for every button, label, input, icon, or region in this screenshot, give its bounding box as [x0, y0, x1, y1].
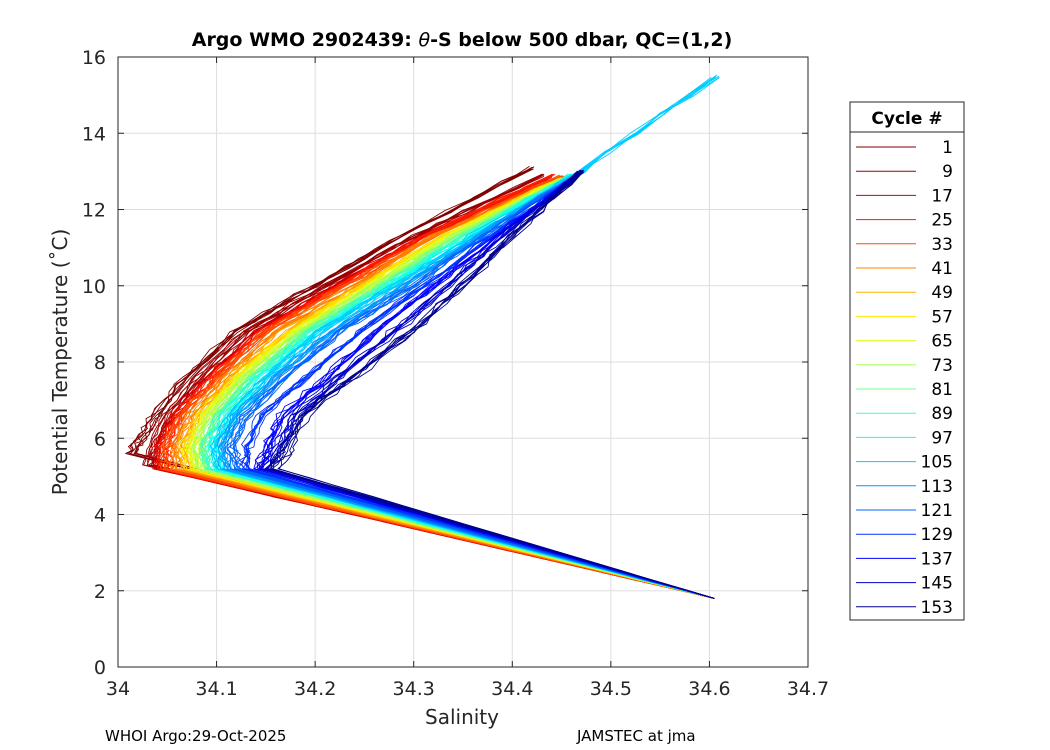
profile-line-cycle-113: [217, 171, 715, 599]
legend: Cycle # 1 9 17 25 33 41 49 57 65 73 81 89 97 105 113 12…: [849, 101, 965, 621]
profile-line-cycle-33: [163, 174, 715, 599]
legend-label: 73: [931, 356, 953, 376]
plot-frame: [117, 56, 809, 668]
profile-line-cycle-129: [245, 172, 715, 599]
legend-items: 1 9 17 25 33 41 49 57 65 73 81 89 97 105 113 121 129 137 1…: [856, 138, 953, 618]
y-tick-label: 4: [94, 505, 106, 527]
legend-label: 121: [921, 501, 953, 521]
legend-label: 25: [931, 211, 953, 231]
legend-label: 33: [931, 235, 953, 255]
legend-label: 129: [921, 525, 953, 545]
chart-title: Argo WMO 2902439: θ-S below 500 dbar, QC…: [192, 29, 733, 51]
y-tick-label: 6: [94, 428, 106, 450]
profile-line-cycle-73: [191, 178, 715, 599]
legend-label: 17: [931, 186, 953, 206]
footer-right: JAMSTEC at jma: [576, 727, 696, 745]
legend-label: 41: [931, 259, 953, 279]
legend-label: 9: [942, 162, 953, 182]
x-tick-label: 34.6: [688, 678, 730, 700]
legend-label: 97: [931, 428, 953, 448]
y-tick-label: 10: [82, 276, 106, 298]
legend-label: 65: [931, 332, 953, 352]
x-tick-labels: 34 34.1 34.2 34.3 34.4 34.5 34.6 34.7: [106, 678, 829, 700]
y-tick-label: 16: [82, 47, 106, 69]
x-axis-label: Salinity: [425, 705, 499, 729]
profile-line-cycle-121: [227, 171, 715, 599]
legend-label: 81: [931, 380, 953, 400]
legend-label: 49: [931, 283, 953, 303]
x-tick-label: 34.3: [393, 678, 435, 700]
legend-label: 57: [931, 307, 953, 327]
profile-line-cycle-129: [238, 169, 715, 599]
footer-left: WHOI Argo:29-Oct-2025: [105, 727, 286, 745]
legend-label: 137: [921, 549, 953, 569]
x-tick-label: 34: [106, 678, 130, 700]
profile-line-cycle-105: [212, 77, 715, 599]
x-tick-label: 34.7: [787, 678, 829, 700]
y-tick-label: 0: [94, 657, 106, 679]
x-tick-label: 34.2: [294, 678, 336, 700]
profile-line-cycle-97: [205, 174, 715, 599]
profile-line-cycle-145: [260, 171, 715, 599]
y-axis-label: Potential Temperature (˚C): [48, 229, 72, 496]
y-tick-label: 14: [82, 123, 106, 145]
legend-title: Cycle #: [871, 109, 942, 129]
legend-label: 113: [921, 477, 953, 497]
y-tick-labels: 0 2 4 6 8 10 12 14 16: [82, 47, 106, 679]
y-tick-label: 12: [82, 200, 106, 222]
legend-label: 1: [942, 138, 953, 158]
profile-line-cycle-121: [233, 171, 715, 599]
profile-line-cycle-73: [190, 179, 715, 599]
profile-line-cycle-49: [177, 177, 715, 599]
legend-label: 89: [931, 404, 953, 424]
y-tick-label: 2: [94, 581, 106, 603]
legend-label: 145: [921, 574, 953, 594]
x-tick-label: 34.4: [491, 678, 533, 700]
series-group: [125, 74, 720, 599]
y-tick-label: 8: [94, 352, 106, 374]
legend-box: [849, 101, 965, 621]
legend-label: 153: [921, 598, 953, 618]
legend-label: 105: [921, 453, 953, 473]
profile-line-cycle-153: [270, 170, 715, 599]
x-tick-label: 34.1: [195, 678, 237, 700]
x-tick-label: 34.5: [590, 678, 632, 700]
profile-line-cycle-41: [171, 179, 715, 599]
